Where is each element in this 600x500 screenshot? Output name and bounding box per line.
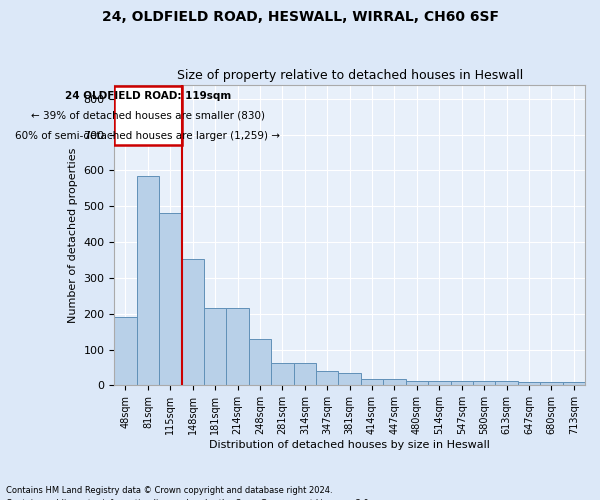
Y-axis label: Number of detached properties: Number of detached properties: [68, 148, 78, 322]
Text: 24, OLDFIELD ROAD, HESWALL, WIRRAL, CH60 6SF: 24, OLDFIELD ROAD, HESWALL, WIRRAL, CH60…: [101, 10, 499, 24]
Bar: [338, 373, 361, 386]
Bar: [271, 363, 293, 386]
X-axis label: Distribution of detached houses by size in Heswall: Distribution of detached houses by size …: [209, 440, 490, 450]
Bar: [226, 308, 249, 386]
Bar: [383, 380, 406, 386]
Bar: [451, 381, 473, 386]
Text: ← 39% of detached houses are smaller (830): ← 39% of detached houses are smaller (83…: [31, 111, 265, 121]
Title: Size of property relative to detached houses in Heswall: Size of property relative to detached ho…: [176, 69, 523, 82]
Bar: [293, 363, 316, 386]
Bar: [496, 381, 518, 386]
Bar: [563, 382, 585, 386]
Bar: [518, 382, 540, 386]
Text: Contains HM Land Registry data © Crown copyright and database right 2024.: Contains HM Land Registry data © Crown c…: [6, 486, 332, 495]
Bar: [428, 381, 451, 386]
Bar: [473, 381, 496, 386]
Bar: [204, 308, 226, 386]
Text: 60% of semi-detached houses are larger (1,259) →: 60% of semi-detached houses are larger (…: [16, 130, 280, 140]
Bar: [182, 259, 204, 386]
Text: 24 OLDFIELD ROAD: 119sqm: 24 OLDFIELD ROAD: 119sqm: [65, 91, 231, 101]
Bar: [361, 380, 383, 386]
Text: Contains public sector information licensed under the Open Government Licence v3: Contains public sector information licen…: [6, 498, 371, 500]
Bar: [114, 316, 137, 386]
Bar: [159, 214, 182, 386]
Bar: [249, 339, 271, 386]
Bar: [316, 371, 338, 386]
Bar: [114, 86, 182, 146]
Bar: [406, 381, 428, 386]
Bar: [137, 176, 159, 386]
Bar: [540, 382, 563, 386]
